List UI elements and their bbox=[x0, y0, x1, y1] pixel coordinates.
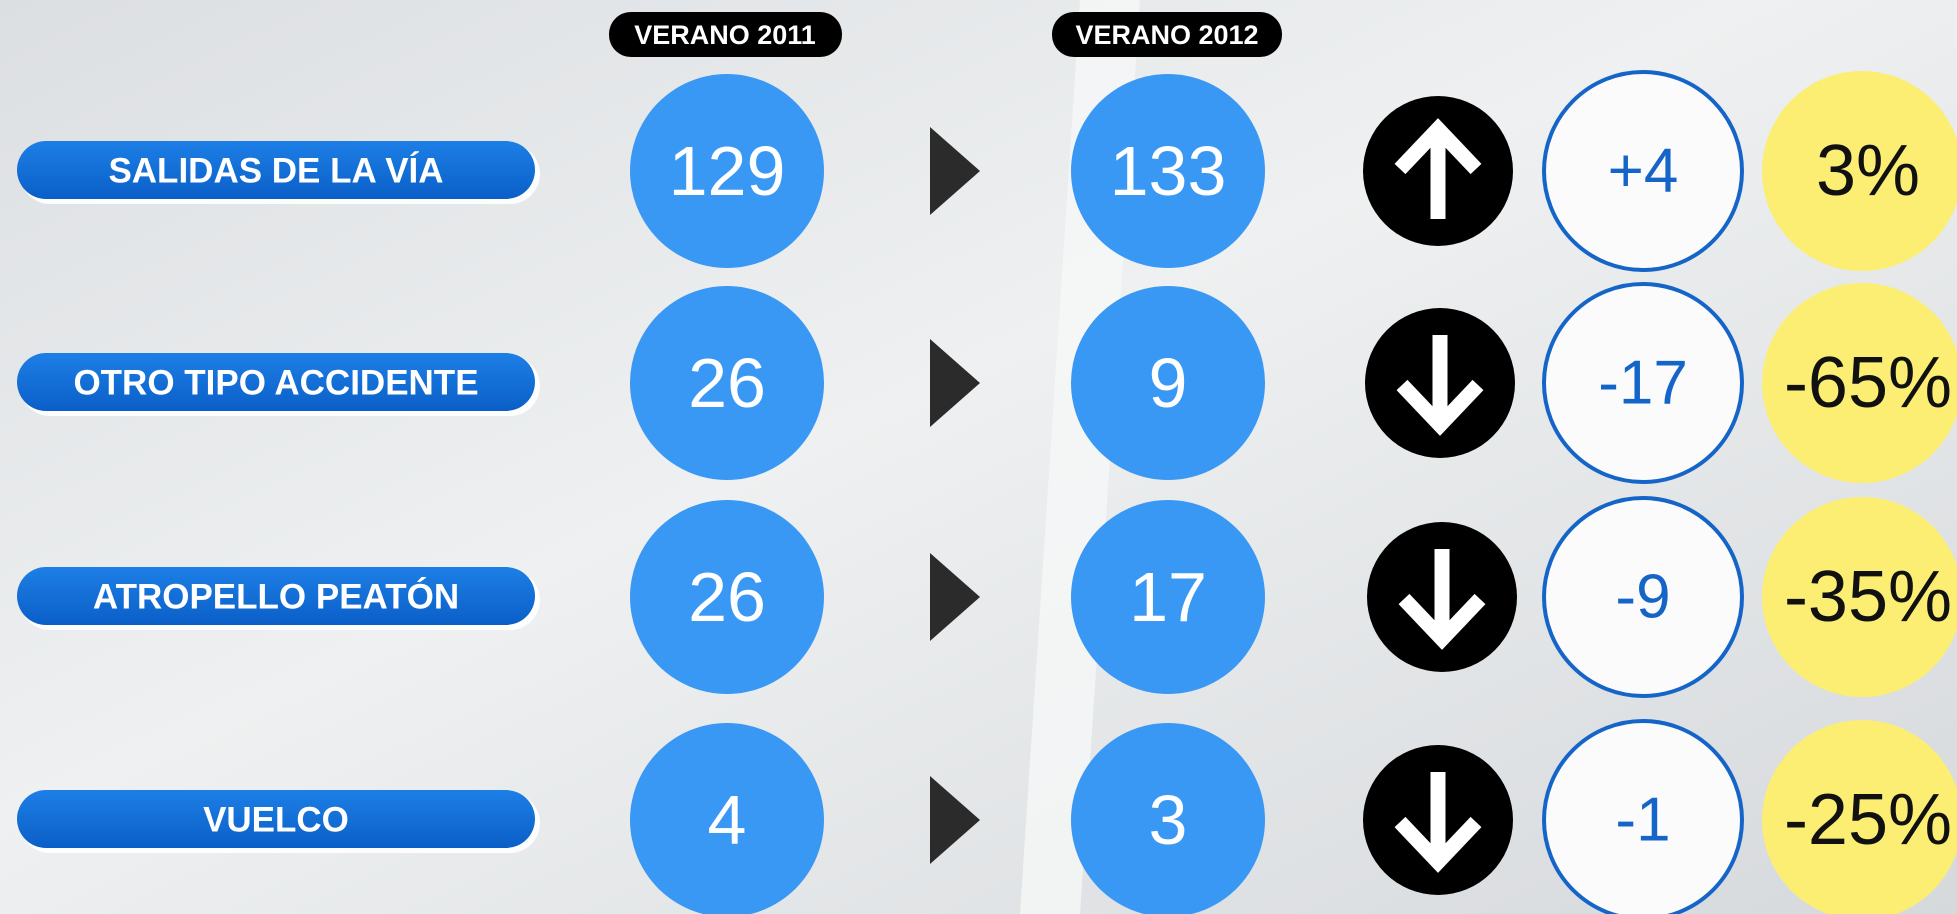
pct-value: -65% bbox=[1784, 343, 1952, 423]
value-2012: 9 bbox=[1149, 344, 1188, 422]
header-2011: VERANO 2011 bbox=[634, 20, 816, 50]
header-2012: VERANO 2012 bbox=[1075, 20, 1258, 50]
value-circle bbox=[1071, 74, 1265, 268]
arrow-icon bbox=[1365, 308, 1515, 458]
diff-value: +4 bbox=[1608, 137, 1679, 206]
row-label: VUELCO bbox=[203, 801, 349, 840]
diff-circle bbox=[1542, 719, 1744, 914]
value-circle bbox=[1071, 723, 1265, 914]
pct-circle bbox=[1762, 71, 1957, 271]
diff-value: -17 bbox=[1598, 349, 1688, 418]
arrow-icon bbox=[1363, 745, 1513, 895]
label-pill bbox=[17, 141, 535, 199]
value-circle bbox=[630, 74, 824, 268]
pct-circle bbox=[1762, 497, 1957, 697]
diff-circle bbox=[1542, 496, 1744, 698]
label-pill bbox=[17, 567, 535, 625]
pct-value: 3% bbox=[1816, 131, 1920, 211]
diff-circle bbox=[1542, 70, 1744, 272]
value-2011: 4 bbox=[708, 781, 747, 859]
triangle bbox=[930, 127, 980, 215]
triangle bbox=[930, 553, 980, 641]
arrow-icon bbox=[1367, 522, 1517, 672]
value-circle bbox=[630, 286, 824, 480]
row-label: OTRO TIPO ACCIDENTE bbox=[73, 364, 478, 403]
value-2012: 133 bbox=[1110, 132, 1227, 210]
label-pill bbox=[17, 790, 535, 848]
value-circle bbox=[1071, 286, 1265, 480]
label-pill bbox=[17, 353, 535, 411]
value-2012: 3 bbox=[1149, 781, 1188, 859]
triangle bbox=[930, 339, 980, 427]
value-circle bbox=[1071, 500, 1265, 694]
value-2011: 26 bbox=[688, 344, 766, 422]
pct-value: -35% bbox=[1784, 557, 1952, 637]
row-label: SALIDAS DE LA VÍA bbox=[108, 151, 443, 191]
header-pill bbox=[609, 12, 842, 57]
value-circle bbox=[630, 500, 824, 694]
value-2012: 17 bbox=[1129, 558, 1207, 636]
diff-value: -9 bbox=[1615, 563, 1670, 632]
arrow-icon bbox=[1363, 96, 1513, 246]
pct-circle bbox=[1762, 283, 1957, 483]
value-2011: 129 bbox=[669, 132, 786, 210]
value-2011: 26 bbox=[688, 558, 766, 636]
triangle bbox=[930, 776, 980, 864]
pct-value: -25% bbox=[1784, 780, 1952, 860]
header-pill bbox=[1052, 12, 1282, 57]
row-label: ATROPELLO PEATÓN bbox=[93, 577, 459, 617]
value-circle bbox=[630, 723, 824, 914]
diff-circle bbox=[1542, 282, 1744, 484]
diff-value: -1 bbox=[1615, 786, 1670, 855]
pct-circle bbox=[1762, 720, 1957, 914]
